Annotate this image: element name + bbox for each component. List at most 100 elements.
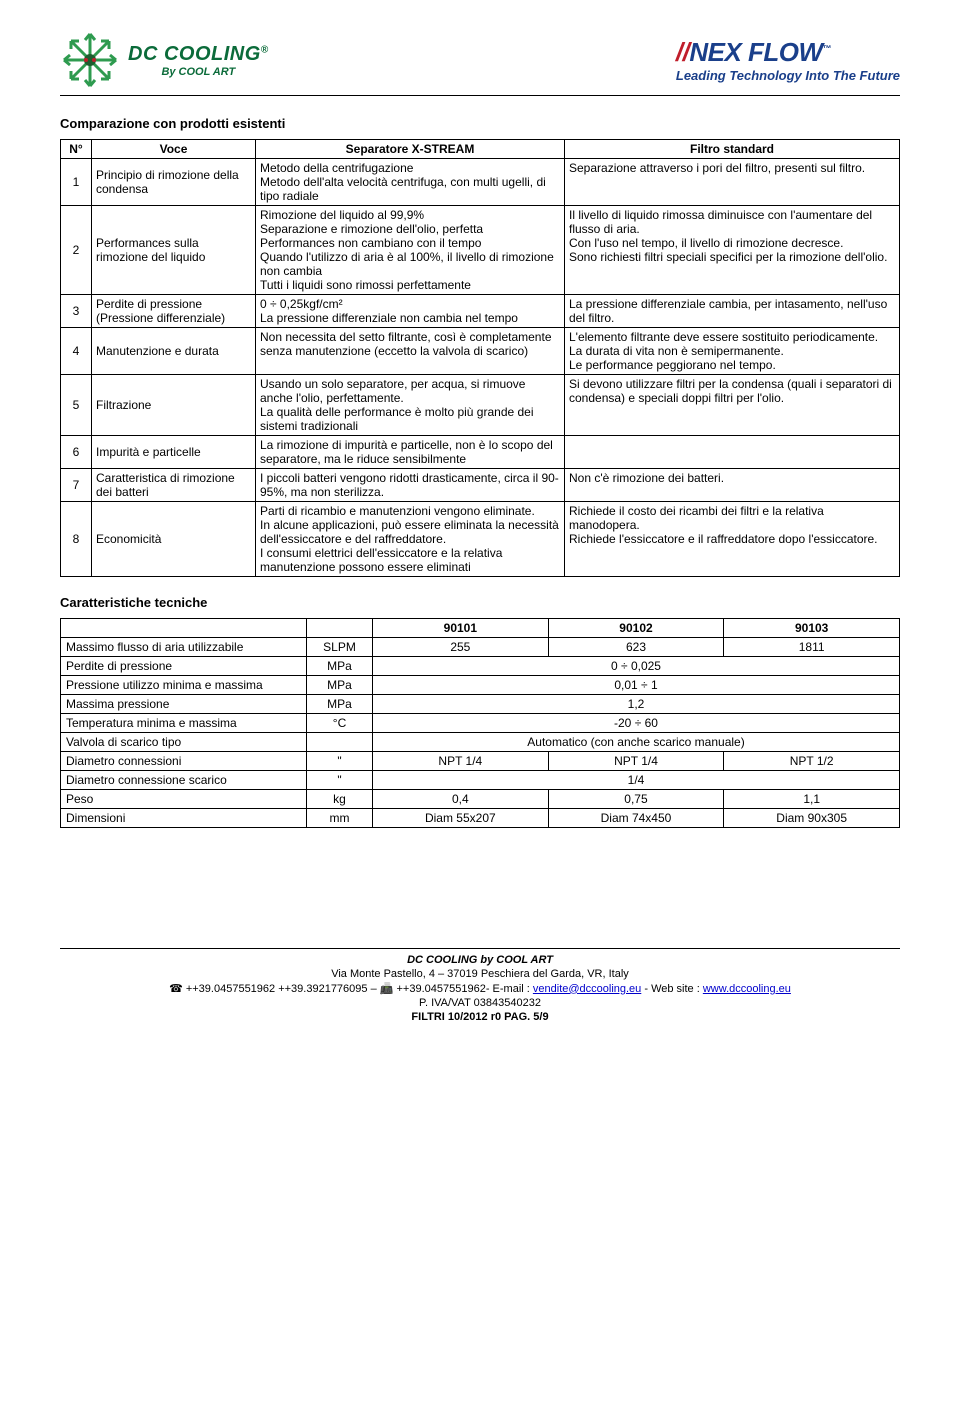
model-90101: 90101 [373,619,549,638]
table-row: 3Perdite di pressione (Pressione differe… [61,295,900,328]
spec-value: 1811 [724,638,900,657]
table-row: 7Caratteristica di rimozione dei batteri… [61,469,900,502]
nexflow-tagline: Leading Technology Into The Future [676,68,900,83]
spec-row: DimensionimmDiam 55x207Diam 74x450Diam 9… [61,809,900,828]
spec-value: Diam 90x305 [724,809,900,828]
spec-value: NPT 1/4 [548,752,724,771]
footer-company: DC COOLING by COOL ART [60,953,900,967]
cell-sep: Parti di ricambio e manutenzioni vengono… [256,502,565,577]
cell-std: Richiede il costo dei ricambi dei filtri… [565,502,900,577]
cell-voce: Performances sulla rimozione del liquido [92,206,256,295]
table-row: 4Manutenzione e durataNon necessita del … [61,328,900,375]
cell-std: Non c'è rimozione dei batteri. [565,469,900,502]
spec-value: 255 [373,638,549,657]
table-row: 6Impurità e particelleLa rimozione di im… [61,436,900,469]
spec-value: NPT 1/4 [373,752,549,771]
spec-value: Diam 74x450 [548,809,724,828]
spec-row: Perdite di pressioneMPa0 ÷ 0,025 [61,657,900,676]
spec-value: 1/4 [373,771,900,790]
cell-voce: Impurità e particelle [92,436,256,469]
spec-unit: " [307,752,373,771]
spec-unit: MPa [307,695,373,714]
spec-label: Diametro connessione scarico [61,771,307,790]
footer-vat: P. IVA/VAT 03843540232 [60,996,900,1010]
col-n: N° [61,140,92,159]
footer-contact: ☎ ++39.0457551962 ++39.3921776095 – 📠 ++… [60,982,900,996]
cell-std: L'elemento filtrante deve essere sostitu… [565,328,900,375]
spec-unit: kg [307,790,373,809]
spec-value: 1,1 [724,790,900,809]
spec-unit: °C [307,714,373,733]
spec-label: Peso [61,790,307,809]
snowflake-icon [60,30,120,90]
cell-std: Il livello di liquido rimossa diminuisce… [565,206,900,295]
dc-cooling-subtitle: By COOL ART [128,66,269,78]
page-header: DC COOLING® By COOL ART //NEX FLOW™ Lead… [60,30,900,90]
spec-value: NPT 1/2 [724,752,900,771]
page-footer: DC COOLING by COOL ART Via Monte Pastell… [60,953,900,1024]
cell-n: 5 [61,375,92,436]
footer-website-link[interactable]: www.dccooling.eu [703,983,791,995]
section2-title: Caratteristiche tecniche [60,595,900,610]
cell-voce: Perdite di pressione (Pressione differen… [92,295,256,328]
cell-std: Separazione attraverso i pori del filtro… [565,159,900,206]
cell-sep: La rimozione di impurità e particelle, n… [256,436,565,469]
cell-voce: Caratteristica di rimozione dei batteri [92,469,256,502]
spec-value: 0 ÷ 0,025 [373,657,900,676]
cell-n: 8 [61,502,92,577]
spec-table: 90101 90102 90103 Massimo flusso di aria… [60,618,900,828]
spec-label: Dimensioni [61,809,307,828]
cell-sep: Usando un solo separatore, per acqua, si… [256,375,565,436]
cell-std [565,436,900,469]
spec-label: Massimo flusso di aria utilizzabile [61,638,307,657]
comparison-table: N° Voce Separatore X-STREAM Filtro stand… [60,139,900,577]
cell-n: 2 [61,206,92,295]
cell-std: La pressione differenziale cambia, per i… [565,295,900,328]
footer-email-link[interactable]: vendite@dccooling.eu [533,983,641,995]
footer-address: Via Monte Pastello, 4 – 37019 Peschiera … [60,967,900,981]
spec-row: Massima pressioneMPa1,2 [61,695,900,714]
spec-row: Pesokg0,40,751,1 [61,790,900,809]
cell-voce: Manutenzione e durata [92,328,256,375]
spec-label: Valvola di scarico tipo [61,733,307,752]
col-filter: Filtro standard [565,140,900,159]
spec-value: 0,01 ÷ 1 [373,676,900,695]
spec-unit: " [307,771,373,790]
table-header-row: N° Voce Separatore X-STREAM Filtro stand… [61,140,900,159]
spec-row: Valvola di scarico tipoAutomatico (con a… [61,733,900,752]
spec-label: Diametro connessioni [61,752,307,771]
cell-sep: Metodo della centrifugazione Metodo dell… [256,159,565,206]
spec-row: Massimo flusso di aria utilizzabileSLPM2… [61,638,900,657]
spec-label: Perdite di pressione [61,657,307,676]
dc-cooling-title: DC COOLING® [128,43,269,66]
spec-value: 0,4 [373,790,549,809]
cell-n: 7 [61,469,92,502]
cell-sep: Rimozione del liquido al 99,9% Separazio… [256,206,565,295]
table-row: 1Principio di rimozione della condensaMe… [61,159,900,206]
spec-unit: MPa [307,676,373,695]
spec-unit: SLPM [307,638,373,657]
spec-row: Diametro connessione scarico"1/4 [61,771,900,790]
spec-unit: mm [307,809,373,828]
header-rule [60,95,900,96]
logo-left: DC COOLING® By COOL ART [60,30,269,90]
spec-row: Pressione utilizzo minima e massimaMPa0,… [61,676,900,695]
cell-n: 6 [61,436,92,469]
model-90103: 90103 [724,619,900,638]
spec-row: Diametro connessioni"NPT 1/4NPT 1/4NPT 1… [61,752,900,771]
spec-value: Diam 55x207 [373,809,549,828]
table-row: 2Performances sulla rimozione del liquid… [61,206,900,295]
cell-n: 3 [61,295,92,328]
nexflow-title: //NEX FLOW™ [676,37,900,68]
cell-voce: Filtrazione [92,375,256,436]
spec-row: Temperatura minima e massima°C-20 ÷ 60 [61,714,900,733]
spec-unit [307,733,373,752]
footer-page: FILTRI 10/2012 r0 PAG. 5/9 [60,1010,900,1024]
cell-voce: Economicità [92,502,256,577]
spec-value: -20 ÷ 60 [373,714,900,733]
section1-title: Comparazione con prodotti esistenti [60,116,900,131]
spec-value: 0,75 [548,790,724,809]
cell-sep: I piccoli batteri vengono ridotti drasti… [256,469,565,502]
spec-header-row: 90101 90102 90103 [61,619,900,638]
spec-unit: MPa [307,657,373,676]
